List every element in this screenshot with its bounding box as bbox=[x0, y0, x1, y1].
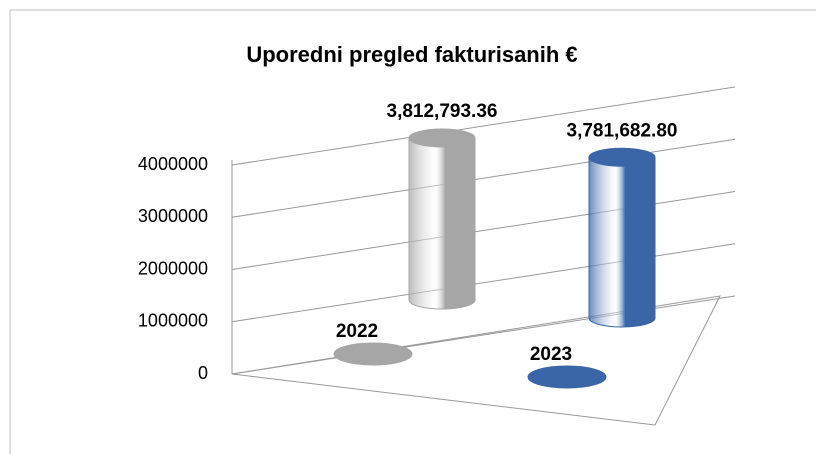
y-tick-label: 1000000 bbox=[138, 311, 208, 331]
y-tick-label: 3000000 bbox=[138, 206, 208, 226]
grid-line bbox=[231, 138, 736, 218]
floor-marker bbox=[333, 342, 413, 366]
bar-top bbox=[408, 128, 476, 148]
bar-top bbox=[588, 147, 656, 167]
chart-border bbox=[9, 9, 816, 454]
floor-marker bbox=[527, 365, 607, 389]
floor bbox=[231, 295, 721, 426]
y-tick-label: 4000000 bbox=[138, 154, 208, 174]
data-label: 3,812,793.36 bbox=[387, 101, 498, 122]
grid-line bbox=[231, 86, 736, 166]
grid-line bbox=[231, 295, 736, 375]
grid-line bbox=[231, 243, 736, 323]
chart-title: Uporedni pregled fakturisanih € bbox=[246, 42, 577, 67]
y-tick-label: 2000000 bbox=[138, 258, 208, 278]
x-tick-label: 2022 bbox=[336, 321, 378, 342]
bar bbox=[588, 156, 656, 328]
bar bbox=[408, 137, 476, 310]
grid-line bbox=[231, 191, 736, 270]
y-tick-label: 0 bbox=[198, 363, 208, 383]
data-label: 3,781,682.80 bbox=[567, 120, 678, 141]
x-tick-label: 2023 bbox=[530, 344, 572, 365]
